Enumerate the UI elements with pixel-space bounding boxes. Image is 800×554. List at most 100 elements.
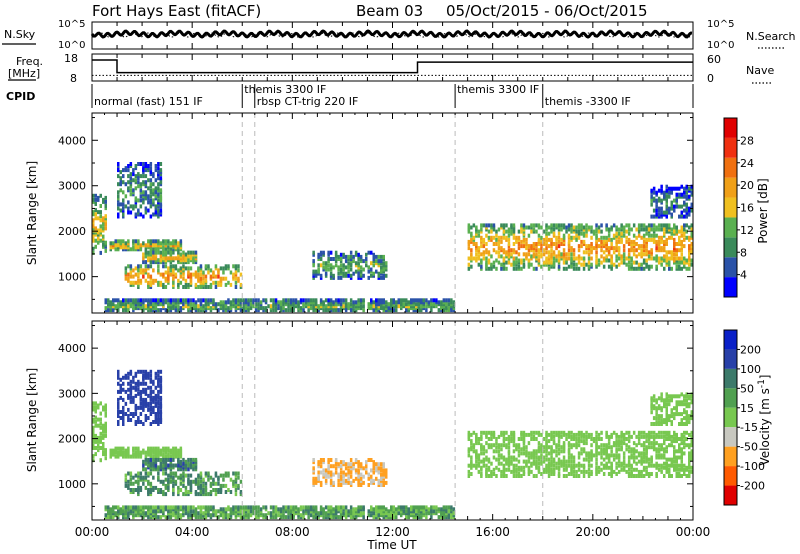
scatter-cell: [688, 455, 691, 460]
scatter-cell: [332, 464, 335, 469]
scatter-cell: [592, 246, 596, 251]
scatter-cell: [500, 455, 503, 460]
scatter-cell: [192, 509, 195, 514]
scatter-cell: [152, 505, 155, 510]
scatter-cell: [192, 272, 195, 277]
date-range-title: 05/Oct/2015 - 06/Oct/2015: [446, 2, 648, 20]
scatter-cell: [122, 243, 125, 248]
scatter-cell: [512, 463, 516, 468]
scatter-cell: [124, 266, 128, 271]
scatter-cell: [660, 188, 663, 193]
scatter-cell: [152, 475, 155, 480]
scatter-cell: [344, 462, 348, 467]
scatter-cell: [177, 278, 180, 283]
scatter-cell: [342, 460, 345, 465]
scatter-cell: [517, 459, 521, 464]
scatter-cell: [94, 446, 97, 450]
scatter-cell: [577, 229, 581, 234]
scatter-cell: [194, 457, 198, 462]
scatter-cell: [612, 235, 616, 240]
scatter-cell: [645, 457, 648, 462]
scatter-cell: [129, 379, 133, 384]
scatter-cell: [334, 460, 338, 465]
scatter-cell: [344, 478, 348, 483]
scatter-cell: [212, 298, 215, 303]
scatter-cell: [97, 417, 100, 422]
scatter-cell: [647, 461, 651, 466]
scatter-cell: [560, 461, 563, 466]
scatter-cell: [660, 262, 663, 267]
scatter-cell: [590, 449, 593, 454]
scatter-cell: [660, 206, 663, 211]
scatter-cell: [610, 266, 613, 271]
scatter-cell: [632, 430, 636, 435]
scatter-cell: [139, 405, 143, 410]
scatter-cell: [642, 258, 646, 263]
scatter-cell: [227, 266, 230, 271]
scatter-cell: [532, 459, 536, 464]
scatter-cell: [562, 430, 566, 435]
scatter-cell: [497, 453, 501, 458]
scatter-cell: [510, 459, 513, 464]
scatter-cell: [134, 178, 138, 183]
scatter-cell: [199, 282, 203, 287]
scatter-cell: [477, 469, 481, 474]
scatter-cell: [159, 280, 163, 285]
scatter-cell: [610, 461, 613, 466]
scatter-cell: [149, 239, 153, 244]
scatter-cell: [647, 266, 651, 271]
scatter-cell: [665, 402, 668, 407]
scatter-cell: [615, 465, 618, 470]
scatter-cell: [605, 447, 608, 452]
scatter-cell: [680, 463, 683, 468]
scatter-cell: [342, 472, 345, 477]
scatter-cell: [312, 263, 315, 268]
scatter-cell: [622, 455, 626, 460]
scatter-cell: [209, 481, 213, 486]
scatter-cell: [517, 266, 521, 271]
scatter-cell: [537, 233, 541, 238]
scatter-cell: [94, 452, 97, 457]
scatter-cell: [202, 270, 205, 275]
scatter-cell: [342, 470, 345, 475]
scatter-cell: [552, 262, 556, 267]
scatter-cell: [500, 266, 503, 271]
scatter-cell: [507, 467, 511, 472]
scatter-cell: [555, 254, 558, 259]
scatter-cell: [182, 264, 185, 269]
scatter-cell: [365, 460, 368, 465]
scatter-cell: [297, 507, 300, 512]
scatter-cell: [502, 223, 506, 228]
scatter-cell: [470, 254, 473, 259]
scatter-cell: [142, 274, 145, 279]
scatter-cell: [637, 451, 641, 456]
scatter-cell: [154, 298, 158, 303]
scatter-cell: [650, 188, 653, 193]
scatter-cell: [319, 275, 323, 280]
scatter-cell: [129, 395, 133, 400]
scatter-cell: [127, 471, 130, 476]
scatter-cell: [147, 488, 150, 492]
scatter-cell: [562, 235, 566, 240]
scatter-cell: [357, 468, 360, 473]
scatter-cell: [137, 488, 140, 492]
scatter-cell: [124, 194, 128, 199]
scatter-cell: [668, 194, 671, 199]
scatter-cell: [157, 377, 160, 382]
scatter-cell: [104, 411, 107, 416]
scatter-cell: [167, 266, 170, 271]
scatter-cell: [147, 446, 150, 451]
scatter-cell: [124, 509, 128, 514]
scatter-cell: [244, 505, 248, 510]
scatter-cell: [92, 433, 95, 438]
scatter-cell: [630, 266, 633, 271]
scatter-cell: [690, 250, 693, 255]
scatter-cell: [142, 422, 145, 426]
scatter-cell: [472, 223, 476, 228]
scatter-cell: [490, 237, 493, 242]
scatter-cell: [490, 437, 493, 441]
scatter-cell: [620, 231, 623, 236]
scatter-cell: [137, 278, 140, 283]
scatter-cell: [114, 511, 117, 516]
scatter-cell: [635, 461, 638, 466]
